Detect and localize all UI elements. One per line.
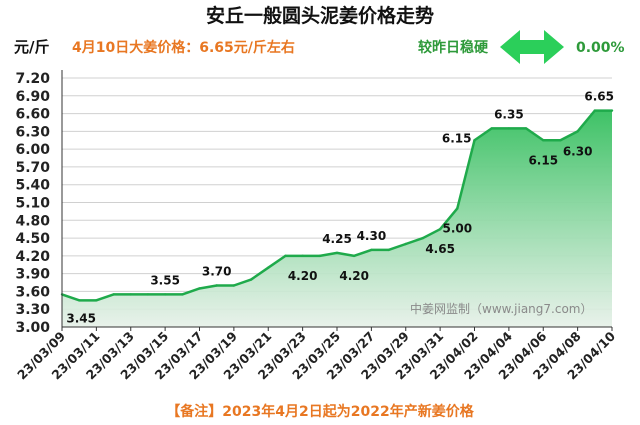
data-point	[267, 266, 270, 269]
data-point	[387, 248, 390, 252]
data-point	[301, 254, 304, 258]
data-point	[593, 109, 597, 112]
x-axis-ticks: 23/03/0923/03/1123/03/1323/03/1523/03/17…	[14, 327, 618, 382]
y-tick-label: 3.90	[15, 267, 50, 283]
y-tick-label: 6.90	[15, 89, 50, 105]
area-series	[60, 109, 614, 327]
data-point	[77, 299, 81, 302]
y-tick-label: 3.30	[15, 302, 50, 318]
area-fill	[62, 110, 612, 327]
data-label: 6.15	[528, 153, 558, 167]
data-point	[456, 207, 459, 210]
data-point	[370, 248, 373, 252]
data-point	[146, 293, 150, 296]
data-label: 3.45	[66, 311, 96, 325]
data-point	[524, 127, 528, 130]
y-tick-label: 4.50	[15, 231, 50, 247]
data-point	[198, 287, 201, 290]
chart-title: 安丘一般圆头泥姜价格走势	[206, 4, 434, 27]
data-point	[559, 139, 562, 142]
y-tick-label: 5.10	[15, 196, 50, 212]
y-tick-label: 6.60	[15, 107, 50, 123]
data-labels: 3.45 3.55 3.70 4.20 4.25 4.20 4.30 4.65 5.00 6.15…	[66, 90, 614, 326]
footnote: 【备注】2023年4月2日起为2022年产新姜价格	[166, 403, 474, 420]
data-point	[95, 299, 98, 302]
data-point	[284, 254, 287, 258]
data-label: 4.20	[339, 269, 369, 283]
data-point	[490, 127, 493, 130]
y-tick-label: 3.00	[15, 320, 50, 336]
data-label: 3.70	[202, 265, 232, 279]
watermark: 中姜网监制（www.jiang7.com）	[410, 301, 592, 316]
data-point	[542, 139, 545, 142]
data-point	[318, 254, 322, 258]
data-label: 4.65	[425, 242, 455, 256]
data-label: 4.25	[322, 232, 352, 246]
unit-label: 元/斤	[14, 38, 49, 56]
data-point	[249, 278, 253, 281]
data-label: 6.15	[442, 131, 472, 145]
data-point	[421, 236, 425, 240]
y-tick-label: 5.70	[15, 160, 50, 176]
y-tick-label: 7.20	[15, 71, 50, 87]
data-point	[473, 139, 476, 142]
y-tick-label: 6.30	[15, 124, 50, 140]
data-point	[215, 284, 218, 287]
data-label: 4.20	[288, 269, 318, 283]
y-tick-label: 4.80	[15, 213, 50, 229]
data-point	[507, 127, 511, 130]
data-label: 6.30	[563, 144, 593, 158]
data-point	[163, 293, 167, 296]
data-point	[576, 130, 579, 133]
data-point	[112, 293, 115, 296]
y-tick-label: 3.60	[15, 284, 50, 300]
data-point	[335, 251, 339, 255]
y-tick-label: 5.40	[15, 178, 50, 194]
data-point	[404, 242, 407, 246]
change-label: 较昨日稳硬	[418, 39, 489, 56]
y-tick-label: 4.20	[15, 249, 50, 265]
data-point	[232, 284, 236, 287]
data-point	[352, 254, 356, 258]
data-label: 6.65	[584, 90, 614, 104]
grid	[62, 77, 612, 310]
y-tick-label: 6.00	[15, 142, 50, 158]
data-label: 3.55	[150, 273, 180, 287]
data-label: 5.00	[443, 221, 473, 235]
data-point	[438, 227, 442, 231]
headline-price: 4月10日大姜价格：6.65元/斤左右	[72, 39, 295, 56]
double-arrow-icon	[500, 30, 564, 64]
y-axis-ticks: 3.00 3.30 3.603.90 4.20 4.50 4.805.10 5.40 5.70…	[15, 71, 50, 336]
data-label: 6.35	[494, 107, 524, 121]
data-point	[181, 293, 184, 296]
data-point	[610, 109, 614, 112]
data-label: 4.30	[357, 229, 387, 243]
data-point	[129, 293, 132, 296]
change-value: 0.00%	[576, 40, 625, 56]
